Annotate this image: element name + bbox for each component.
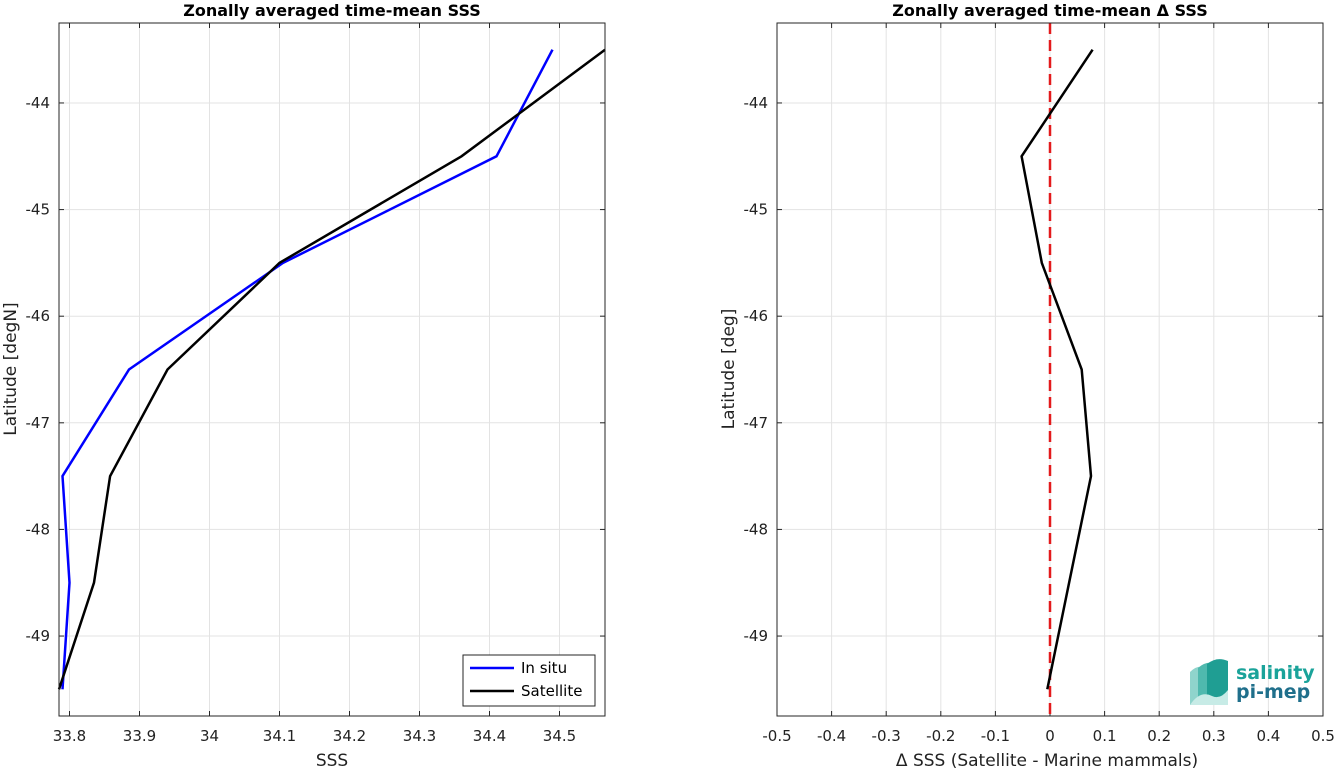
sss-y-tick-label: -44 <box>26 94 51 112</box>
delta-sss-series <box>1020 49 1094 690</box>
delta-sss-x-tick-label: -0.5 <box>762 727 791 745</box>
sss-x-tick-label: 33.9 <box>123 727 156 745</box>
delta-sss-series-1-line <box>1020 49 1094 690</box>
sss-grid <box>59 23 605 716</box>
delta-sss-x-axis-label: Δ SSS (Satellite - Marine mammals) <box>896 751 1198 769</box>
sss-x-tick-label: 34.1 <box>263 727 296 745</box>
salinity-pi-mep-logo: salinity pi-mep <box>1190 659 1315 705</box>
delta-sss-x-tick-label: -0.3 <box>872 727 901 745</box>
delta-sss-x-tick-label: 0.4 <box>1256 727 1280 745</box>
sss-x-tick-label: 34.3 <box>403 727 436 745</box>
sss-y-tick-label: -45 <box>26 201 51 219</box>
delta-sss-x-tick-label: -0.1 <box>981 727 1010 745</box>
sss-legend: In situ Satellite <box>462 654 596 707</box>
sss-panel: Zonally averaged time-mean SSS 33.8 33.9 3… <box>1 1 606 769</box>
delta-sss-x-tick-label: 0.1 <box>1093 727 1117 745</box>
sss-series-in-situ-line <box>61 49 554 690</box>
delta-sss-panel-title: Zonally averaged time-mean Δ SSS <box>892 1 1208 20</box>
logo-text-salinity: salinity <box>1236 662 1315 684</box>
legend-in-situ-label: In situ <box>521 659 567 677</box>
sss-legend-box <box>462 654 596 707</box>
logo-text-pi-mep: pi-mep <box>1236 681 1310 703</box>
sss-x-tick-label: 33.8 <box>53 727 86 745</box>
salinity-wave-logo-icon <box>1190 659 1228 705</box>
sss-x-tick-label: 34.4 <box>473 727 506 745</box>
delta-sss-panel: Zonally averaged time-mean Δ SSS -0.5 -0.… <box>719 1 1335 769</box>
delta-sss-y-tick-label: -45 <box>744 201 769 219</box>
sss-x-ticks: 33.8 33.9 34 34.1 34.2 34.3 34.4 34.5 <box>53 23 576 745</box>
sss-axes-box <box>58 22 606 717</box>
sss-y-tick-label: -49 <box>26 627 51 645</box>
delta-sss-y-tick-label: -49 <box>744 627 769 645</box>
sss-series-satellite-line <box>57 48 606 690</box>
delta-sss-x-tick-label: -0.2 <box>926 727 955 745</box>
delta-sss-x-tick-label: -0.4 <box>817 727 846 745</box>
delta-sss-y-tick-label: -46 <box>744 307 769 325</box>
sss-y-axis-label: Latitude [degN] <box>1 302 21 435</box>
delta-sss-y-tick-label: -47 <box>744 414 769 432</box>
delta-sss-x-ticks: -0.5 -0.4 -0.3 -0.2 -0.1 0 0.1 0.2 0.3 0.4 0.5 <box>762 23 1335 745</box>
sss-y-tick-label: -48 <box>26 520 51 538</box>
delta-sss-y-ticks: -49 -48 -47 -46 -45 -44 <box>744 94 1323 645</box>
sss-y-tick-label: -47 <box>26 414 51 432</box>
delta-sss-x-tick-label: 0.2 <box>1147 727 1171 745</box>
delta-sss-y-axis-label: Latitude [deg] <box>719 309 739 430</box>
sss-x-tick-label: 34.2 <box>333 727 366 745</box>
sss-panel-title: Zonally averaged time-mean SSS <box>183 1 481 20</box>
sss-y-ticks: -49 -48 -47 -46 -45 -44 <box>26 94 605 645</box>
delta-sss-x-tick-label: 0 <box>1045 727 1055 745</box>
delta-sss-y-tick-label: -48 <box>744 520 769 538</box>
sss-x-axis-label: SSS <box>316 751 348 769</box>
sss-x-tick-label: 34.5 <box>543 727 576 745</box>
delta-sss-y-tick-label: -44 <box>744 94 769 112</box>
sss-series <box>57 48 606 690</box>
delta-sss-x-tick-label: 0.5 <box>1311 727 1335 745</box>
sss-plot-area <box>59 23 605 716</box>
delta-sss-x-tick-label: 0.3 <box>1202 727 1226 745</box>
legend-satellite-label: Satellite <box>521 682 582 700</box>
sss-x-tick-label: 34 <box>200 727 219 745</box>
delta-sss-axes-box <box>776 22 1324 717</box>
sss-y-tick-label: -46 <box>26 307 51 325</box>
